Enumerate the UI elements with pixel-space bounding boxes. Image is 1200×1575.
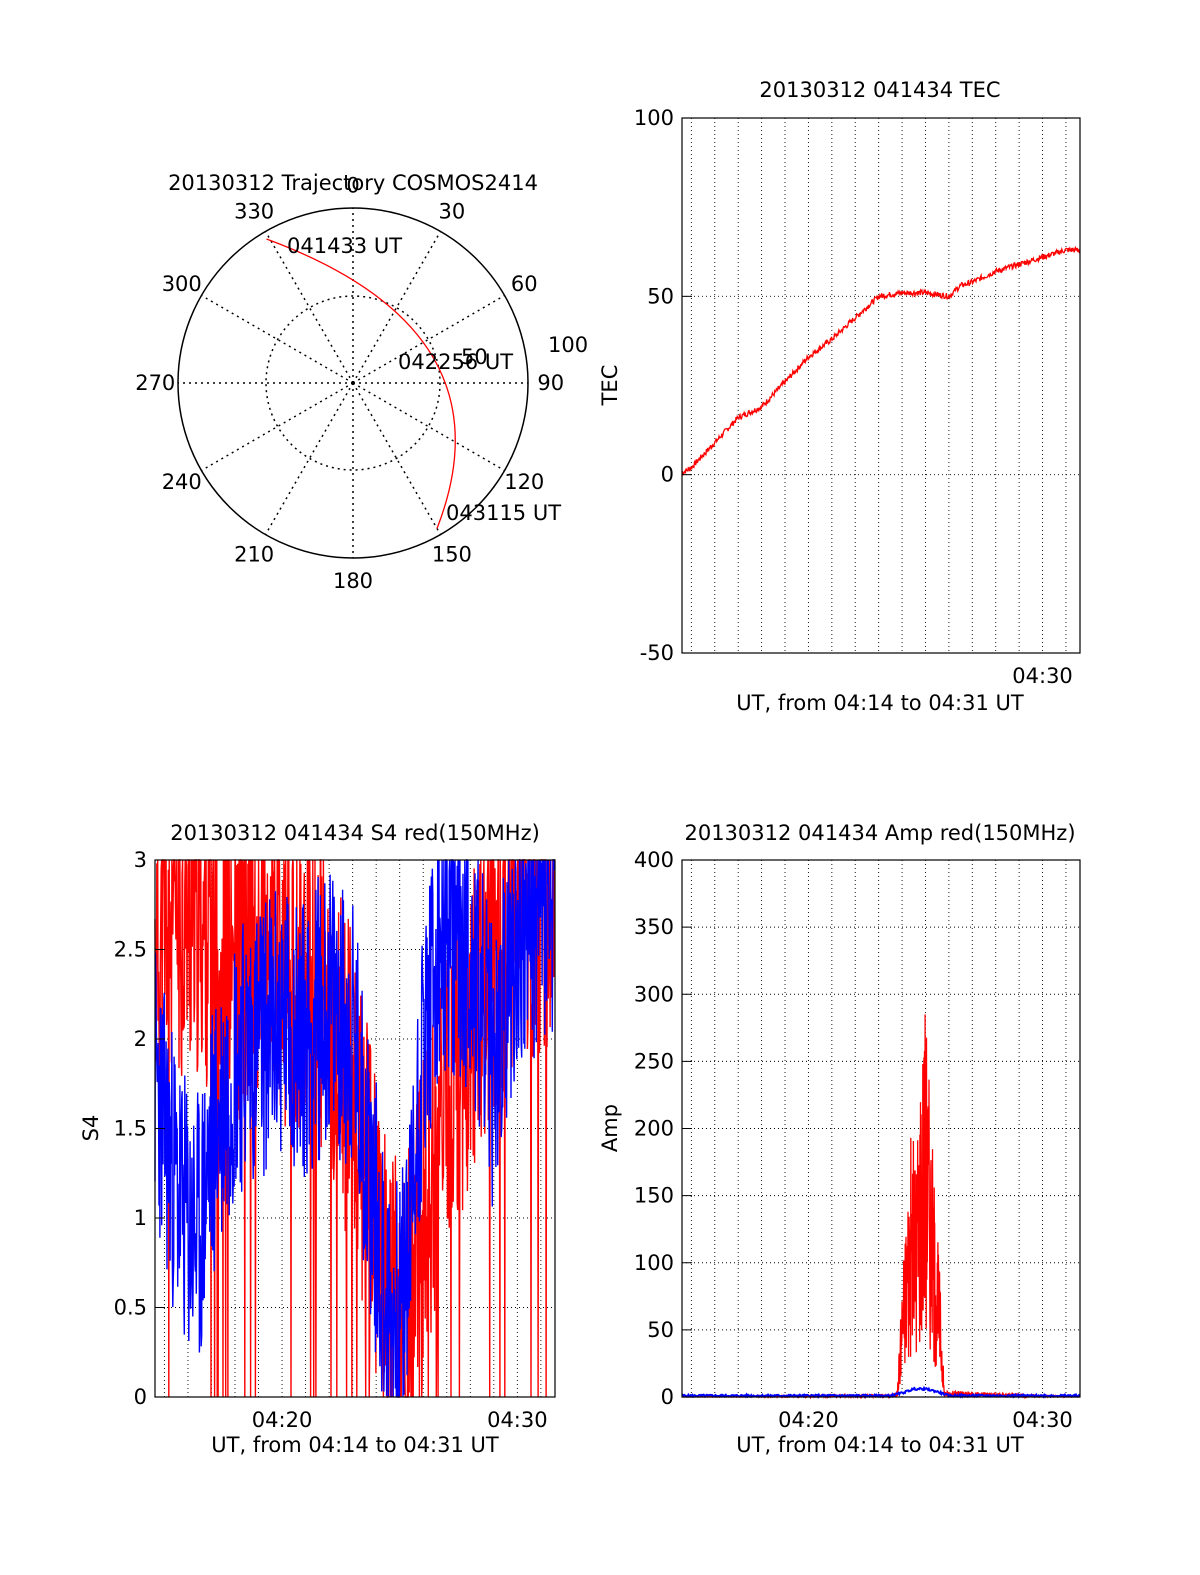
track-start-label: 041433 UT bbox=[287, 234, 402, 258]
polar-azimuth-label: 30 bbox=[439, 200, 466, 224]
polar-azimuth-label: 180 bbox=[333, 569, 373, 593]
amp-xtick-label: 04:30 bbox=[1012, 1408, 1073, 1432]
ring-label-100: 100 bbox=[548, 333, 588, 357]
s4-blue-series-line bbox=[154, 859, 556, 1398]
s4-ytick-label: 3 bbox=[134, 848, 147, 872]
track-mid-label: 042256 UT bbox=[398, 350, 513, 374]
polar-spoke bbox=[352, 382, 442, 535]
amp-ylabel: Amp bbox=[598, 1104, 622, 1152]
polar-spoke bbox=[352, 382, 505, 472]
polar-spoke bbox=[201, 294, 354, 384]
amp-ytick-label: 250 bbox=[634, 1049, 674, 1073]
amp-xlabel: UT, from 04:14 to 04:31 UT bbox=[736, 1433, 1024, 1457]
tec-panel: 20130312 041434 TEC -50 0 50 100 04:30 TEC U… bbox=[598, 78, 1081, 715]
tec-ytick-label: 50 bbox=[647, 284, 674, 308]
polar-azimuth-label: 210 bbox=[234, 542, 274, 566]
trajectory-title: 20130312 Trajectory COSMOS2414 bbox=[168, 171, 538, 195]
polar-azimuth-label: 330 bbox=[234, 200, 274, 224]
s4-ytick-label: 0.5 bbox=[114, 1296, 147, 1320]
polar-ring-50 bbox=[265, 295, 441, 471]
s4-ytick-label: 0 bbox=[134, 1385, 147, 1409]
tec-plot-frame bbox=[681, 117, 1081, 654]
polar-spoke bbox=[264, 382, 354, 535]
tec-ytick-label: 100 bbox=[634, 106, 674, 130]
track-end-label: 043115 UT bbox=[446, 501, 561, 525]
s4-ytick-label: 1 bbox=[134, 1206, 147, 1230]
amp-ytick-label: 300 bbox=[634, 982, 674, 1006]
s4-ytick-label: 2.5 bbox=[114, 938, 147, 962]
amp-title: 20130312 041434 Amp red(150MHz) bbox=[684, 821, 1075, 845]
tec-series-line bbox=[681, 245, 1081, 477]
amp-ytick-label: 150 bbox=[634, 1184, 674, 1208]
tec-xlabel: UT, from 04:14 to 04:31 UT bbox=[736, 691, 1024, 715]
trajectory-track bbox=[266, 238, 456, 529]
polar-spoke bbox=[201, 382, 354, 472]
polar-azimuth-label: 90 bbox=[537, 371, 564, 395]
polar-azimuth-label: 150 bbox=[432, 542, 472, 566]
amp-blue-series-line bbox=[681, 1385, 1081, 1400]
polar-spoke bbox=[352, 231, 442, 384]
s4-xtick-label: 04:20 bbox=[252, 1408, 313, 1432]
s4-tick-labels: 0 0.5 1 1.5 2 2.5 3 04:20 04:30 bbox=[114, 848, 548, 1432]
polar-spoke bbox=[352, 294, 505, 384]
polar-azimuth-labels: 0 30 60 90 120 150 180 210 240 270 300 330 bbox=[135, 173, 564, 593]
tec-ytick-label: 0 bbox=[661, 463, 674, 487]
polar-spoke bbox=[264, 231, 354, 384]
tec-ylabel: TEC bbox=[598, 365, 622, 407]
s4-title: 20130312 041434 S4 red(150MHz) bbox=[170, 821, 540, 845]
amp-ytick-label: 0 bbox=[661, 1385, 674, 1409]
amp-ytick-label: 100 bbox=[634, 1251, 674, 1275]
polar-spokes bbox=[178, 208, 528, 558]
tec-title: 20130312 041434 TEC bbox=[759, 78, 1000, 102]
amp-ytick-label: 400 bbox=[634, 848, 674, 872]
amp-panel: 20130312 041434 Amp red(150MHz) 0 50 100 15… bbox=[598, 821, 1081, 1457]
s4-xlabel: UT, from 04:14 to 04:31 UT bbox=[211, 1433, 499, 1457]
amp-ytick-label: 350 bbox=[634, 915, 674, 939]
s4-xtick-label: 04:30 bbox=[487, 1408, 548, 1432]
s4-ytick-label: 2 bbox=[134, 1027, 147, 1051]
amp-tick-labels: 0 50 100 150 200 250 300 350 400 04:20 04:30 bbox=[634, 848, 1073, 1432]
tec-xtick-label: 04:30 bbox=[1012, 664, 1073, 688]
amp-ytick-label: 200 bbox=[634, 1117, 674, 1141]
amp-xtick-label: 04:20 bbox=[778, 1408, 839, 1432]
ring-label-50: 50 bbox=[461, 345, 488, 369]
amp-ytick-label: 50 bbox=[647, 1318, 674, 1342]
s4-ylabel: S4 bbox=[79, 1115, 103, 1142]
polar-azimuth-label: 240 bbox=[162, 470, 202, 494]
s4-ytick-label: 1.5 bbox=[114, 1117, 147, 1141]
polar-azimuth-label: 60 bbox=[511, 272, 538, 296]
polar-azimuth-label: 270 bbox=[135, 371, 175, 395]
tec-tick-labels: -50 0 50 100 04:30 bbox=[634, 106, 1073, 688]
polar-azimuth-label: 120 bbox=[504, 470, 544, 494]
trajectory-panel: 20130312 Trajectory COSMOS2414 0 30 60 90 12… bbox=[135, 171, 588, 593]
polar-azimuth-label: 300 bbox=[162, 272, 202, 296]
s4-panel: 20130312 041434 S4 red(150MHz) 0 0.5 1 1.5 2… bbox=[79, 821, 556, 1457]
tec-ytick-label: -50 bbox=[640, 641, 674, 665]
polar-azimuth-label: 0 bbox=[346, 173, 359, 197]
